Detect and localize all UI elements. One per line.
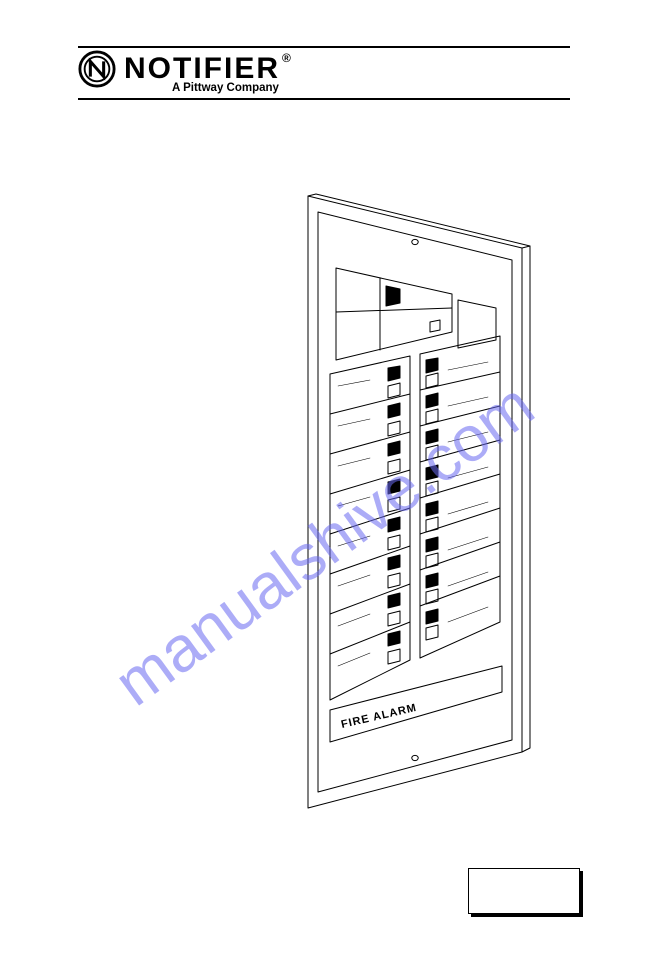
page: NOTIFIER ® A Pittway Company bbox=[0, 0, 648, 972]
brand-text: NOTIFIER bbox=[124, 54, 280, 84]
panel-bottom-label-text: FIRE ALARM bbox=[340, 702, 418, 731]
brand-name: NOTIFIER ® bbox=[124, 54, 291, 84]
panel-illustration: FIRE ALARM bbox=[230, 190, 550, 830]
notifier-logo-icon bbox=[78, 50, 116, 88]
header-rule-bottom bbox=[78, 98, 570, 100]
header-rule-top bbox=[78, 46, 570, 48]
brand-tagline: A Pittway Company bbox=[172, 82, 279, 94]
registered-mark: ® bbox=[282, 52, 293, 64]
bottom-info-box bbox=[468, 868, 580, 914]
